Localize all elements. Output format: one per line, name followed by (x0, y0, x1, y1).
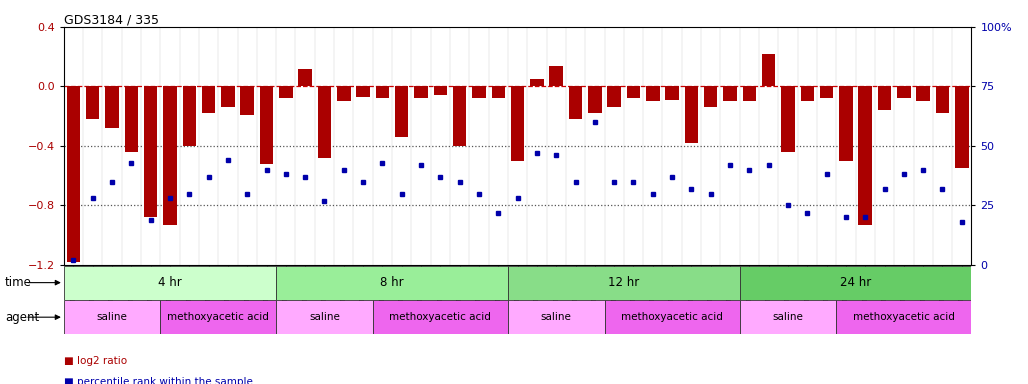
Bar (105, 86, 119, 128)
Bar (86, 86, 100, 119)
Bar (260, 86, 273, 164)
Bar (508, 300, 604, 334)
Bar (241, 86, 254, 115)
Text: methoxyacetic acid: methoxyacetic acid (621, 312, 723, 322)
Bar (64, 266, 277, 300)
Text: 12 hr: 12 hr (609, 276, 639, 289)
Text: 24 hr: 24 hr (840, 276, 871, 289)
Bar (820, 86, 834, 98)
Bar (395, 86, 408, 137)
Bar (357, 86, 370, 97)
Bar (277, 266, 508, 300)
Bar (685, 86, 698, 143)
Bar (724, 86, 737, 101)
Bar (298, 68, 311, 86)
Bar (64, 300, 160, 334)
Bar (491, 86, 505, 98)
Text: GDS3184 / 335: GDS3184 / 335 (64, 14, 158, 27)
Bar (916, 86, 930, 101)
Bar (839, 86, 852, 161)
Bar (762, 54, 775, 86)
Text: methoxyacetic acid: methoxyacetic acid (390, 312, 491, 322)
Bar (646, 86, 660, 101)
Bar (124, 86, 138, 152)
Bar (160, 300, 277, 334)
Text: agent: agent (5, 311, 39, 324)
Bar (472, 86, 486, 98)
Text: 4 hr: 4 hr (158, 276, 182, 289)
Text: saline: saline (309, 312, 340, 322)
Text: saline: saline (541, 312, 572, 322)
Bar (144, 86, 157, 217)
Bar (588, 86, 601, 113)
Text: 8 hr: 8 hr (380, 276, 404, 289)
Bar (67, 86, 80, 262)
Bar (414, 86, 428, 98)
Bar (508, 266, 740, 300)
Bar (955, 86, 968, 168)
Bar (183, 86, 196, 146)
Bar (530, 79, 544, 86)
Bar (453, 86, 467, 146)
Bar (704, 86, 718, 107)
Bar (549, 66, 563, 86)
Bar (627, 86, 640, 98)
Text: methoxyacetic acid: methoxyacetic acid (853, 312, 955, 322)
Bar (568, 86, 582, 119)
Bar (740, 300, 836, 334)
Bar (337, 86, 351, 101)
Bar (511, 86, 524, 161)
Bar (318, 86, 331, 158)
Bar (935, 86, 949, 113)
Bar (781, 86, 795, 152)
Bar (858, 86, 872, 225)
Bar (836, 300, 971, 334)
Bar (897, 86, 911, 98)
Bar (742, 86, 757, 101)
Text: methoxyacetic acid: methoxyacetic acid (168, 312, 269, 322)
Text: time: time (5, 276, 32, 289)
Bar (740, 266, 971, 300)
Text: ■ log2 ratio: ■ log2 ratio (64, 356, 126, 366)
Bar (163, 86, 177, 225)
Bar (878, 86, 891, 110)
Bar (665, 86, 678, 100)
Text: saline: saline (773, 312, 804, 322)
Bar (434, 86, 447, 95)
Bar (373, 300, 508, 334)
Bar (608, 86, 621, 107)
Text: ■ percentile rank within the sample: ■ percentile rank within the sample (64, 377, 253, 384)
Bar (801, 86, 814, 101)
Bar (375, 86, 390, 98)
Bar (604, 300, 740, 334)
Bar (201, 86, 215, 113)
Bar (221, 86, 234, 107)
Bar (277, 300, 373, 334)
Text: saline: saline (97, 312, 127, 322)
Bar (279, 86, 293, 98)
